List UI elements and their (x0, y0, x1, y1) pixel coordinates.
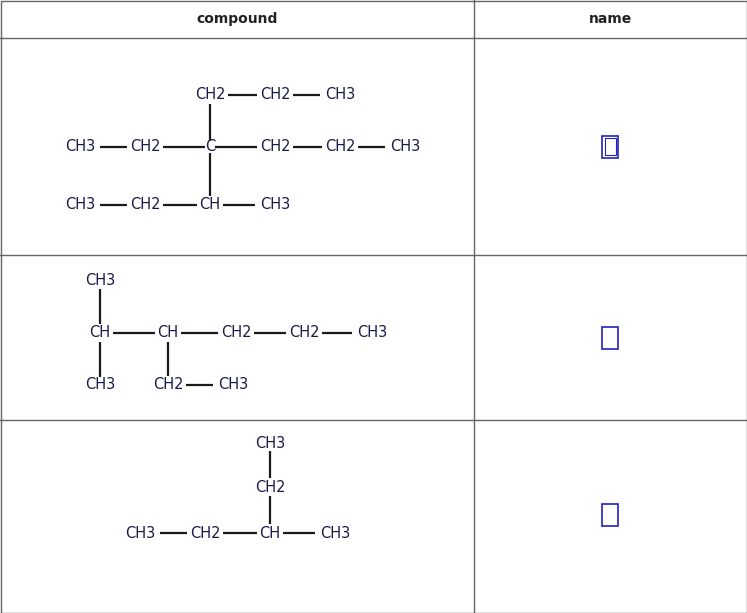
Text: compound: compound (196, 12, 277, 26)
Text: CH: CH (259, 525, 281, 541)
Bar (602, 327, 619, 349)
Bar (605, 138, 616, 155)
Text: CH3: CH3 (125, 525, 155, 541)
Text: CH: CH (199, 197, 220, 212)
Text: CH2: CH2 (221, 325, 251, 340)
Text: CH3: CH3 (85, 377, 115, 392)
Text: CH2: CH2 (325, 139, 356, 154)
Text: CH2: CH2 (260, 87, 291, 102)
Text: C: C (205, 139, 215, 154)
Text: CH2: CH2 (289, 325, 319, 340)
Text: CH3: CH3 (390, 139, 420, 154)
Text: CH3: CH3 (260, 197, 290, 212)
Text: CH2: CH2 (195, 87, 226, 102)
Text: CH3: CH3 (325, 87, 355, 102)
Text: CH2: CH2 (130, 139, 161, 154)
Text: CH2: CH2 (260, 139, 291, 154)
Text: CH3: CH3 (65, 139, 95, 154)
Text: CH2: CH2 (190, 525, 220, 541)
Text: CH: CH (158, 325, 179, 340)
Bar (602, 504, 619, 526)
Text: CH3: CH3 (255, 435, 285, 451)
Text: CH2: CH2 (255, 479, 285, 495)
Text: name: name (589, 12, 632, 26)
Text: CH2: CH2 (152, 377, 183, 392)
Text: CH2: CH2 (130, 197, 161, 212)
Text: CH3: CH3 (357, 325, 387, 340)
Text: CH3: CH3 (65, 197, 95, 212)
Bar (602, 135, 619, 158)
Text: CH3: CH3 (85, 273, 115, 288)
Text: CH3: CH3 (320, 525, 350, 541)
Text: CH: CH (90, 325, 111, 340)
Text: CH3: CH3 (218, 377, 248, 392)
